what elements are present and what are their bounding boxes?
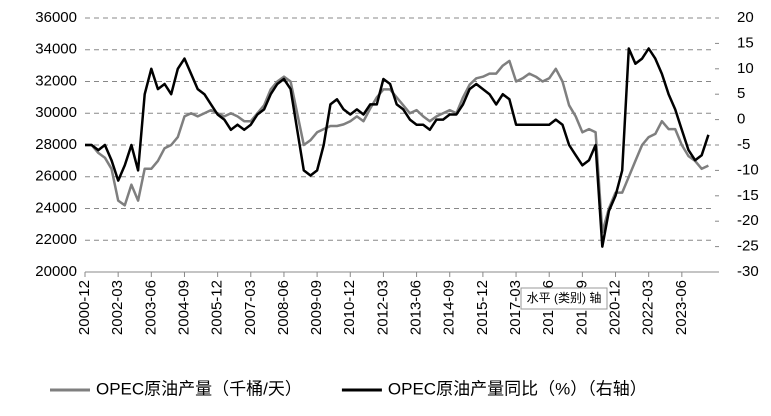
x-tick-label: 2013-06 [408, 280, 425, 335]
x-tick-label: 2014-09 [441, 280, 458, 335]
y2-tick-label: 15 [737, 34, 754, 51]
x-tick-label: 2023-06 [673, 280, 690, 335]
y-tick-label: 22000 [35, 231, 77, 248]
y2-tick-label: -15 [737, 187, 759, 204]
x-tick-label: 2004-09 [175, 280, 192, 335]
x-tick-label: 2003-06 [142, 280, 159, 335]
y2-tick-label: 0 [737, 111, 745, 128]
y2-tick-label: -5 [737, 136, 750, 153]
y2-tick-label: 20 [737, 9, 754, 26]
y-tick-label: 36000 [35, 9, 77, 26]
tooltip-box [520, 287, 608, 310]
x-tick-label: 2020-12 [606, 280, 623, 335]
series-line [85, 59, 709, 234]
x-tick-label: 2008-06 [275, 280, 292, 335]
y2-tick-label: -25 [737, 238, 759, 255]
y-tick-label: 28000 [35, 136, 77, 153]
legend-label: OPEC原油产量（千桶/天） [96, 379, 302, 398]
x-tick-label: 2000-12 [76, 280, 93, 335]
x-tick-label: 2010-12 [341, 280, 358, 335]
y2-tick-label: 5 [737, 85, 745, 102]
x-tick-label: 2022-03 [640, 280, 657, 335]
y-tick-label: 32000 [35, 72, 77, 89]
y2-tick-label: 10 [737, 60, 754, 77]
y-tick-label: 24000 [35, 199, 77, 216]
x-tick-label: 2012-03 [374, 280, 391, 335]
y-tick-label: 20000 [35, 263, 77, 280]
x-tick-label: 2002-03 [109, 280, 126, 335]
y-tick-label: 34000 [35, 41, 77, 58]
series-line [85, 47, 710, 248]
x-tick-label: 2017-03 [507, 280, 524, 335]
y-tick-label: 30000 [35, 104, 77, 121]
x-tick-label: 2015-12 [474, 280, 491, 335]
x-tick-label: 2007-03 [242, 280, 259, 335]
x-tick-label: 2005-12 [209, 280, 226, 335]
legend-label: OPEC原油产量同比（%）（右轴） [388, 379, 647, 398]
y-tick-label: 26000 [35, 168, 77, 185]
y2-tick-label: -30 [737, 263, 759, 280]
tooltip: 水平 (类别) 轴 [527, 290, 602, 305]
y2-tick-label: -20 [737, 212, 759, 229]
y2-tick-label: -10 [737, 161, 759, 178]
x-tick-label: 2009-09 [308, 280, 325, 335]
